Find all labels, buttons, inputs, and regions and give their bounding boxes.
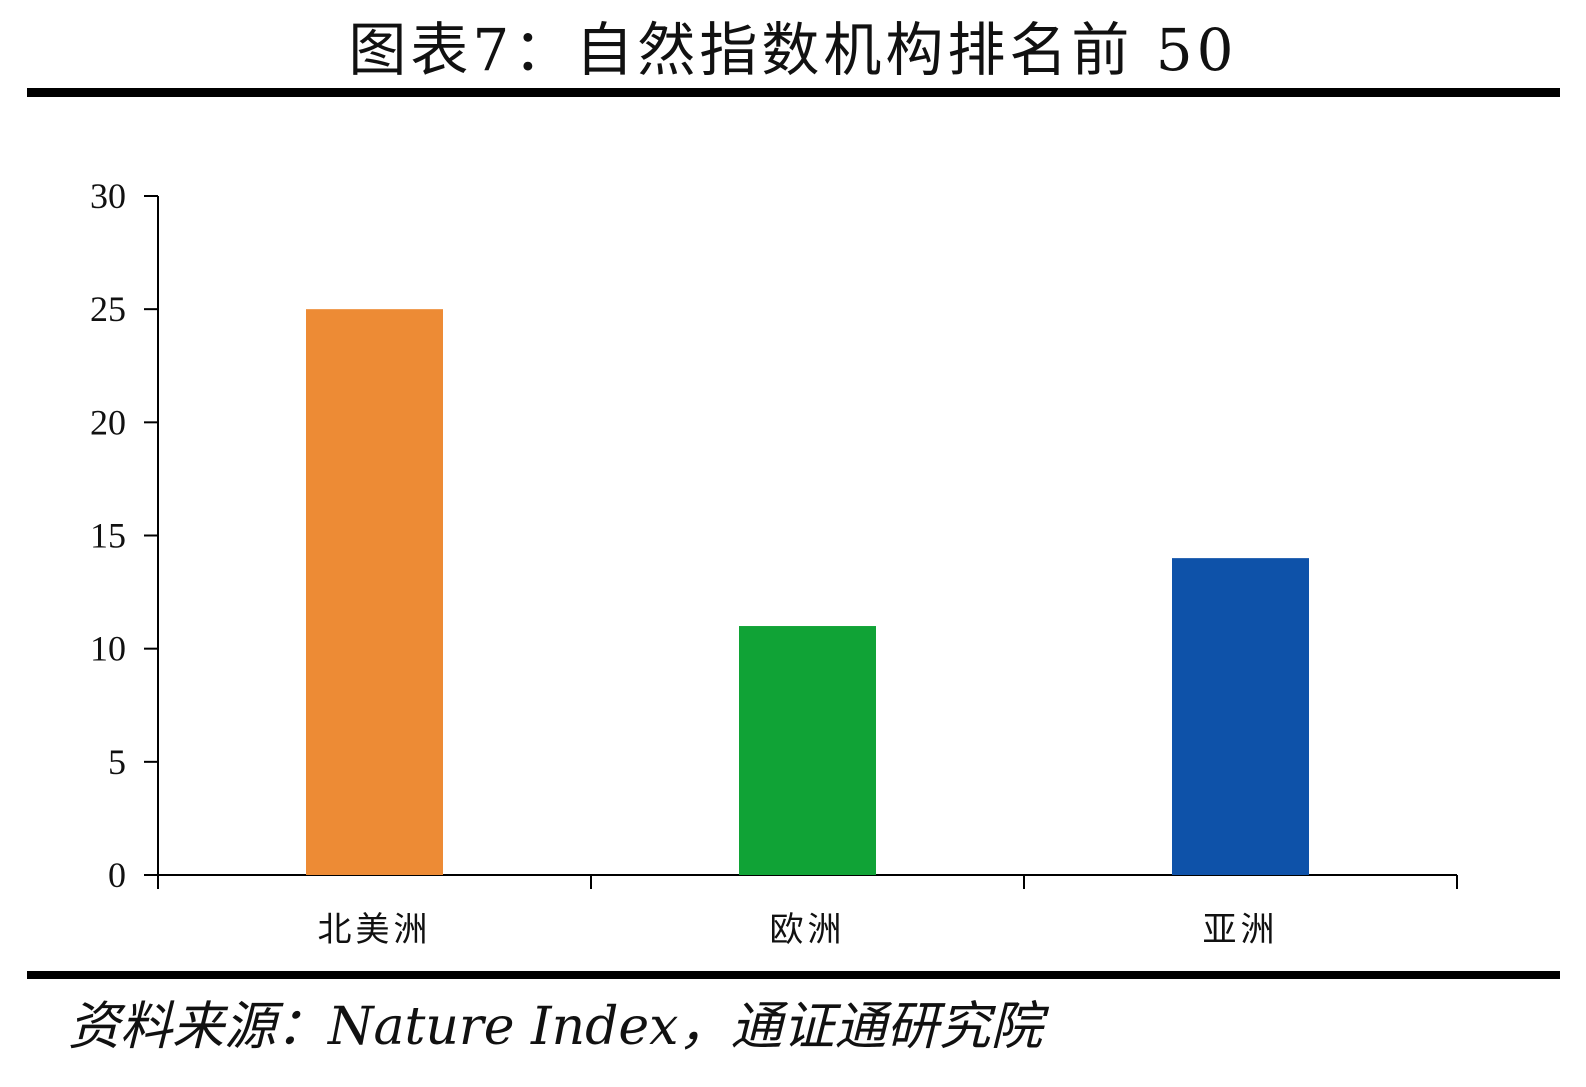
x-category-label: 北美洲 xyxy=(318,910,432,950)
y-tick-label: 5 xyxy=(108,742,126,782)
bar-2 xyxy=(739,626,876,875)
bottom-rule xyxy=(27,971,1560,979)
top-rule xyxy=(27,88,1560,97)
source-note: 资料来源：Nature Index，通证通研究院 xyxy=(68,997,1043,1057)
x-category-label: 欧洲 xyxy=(770,910,846,950)
y-tick-label: 20 xyxy=(90,402,126,442)
chart-labels: 0 5 10 15 20 25 30 北美洲 欧洲 亚洲 xyxy=(90,176,1279,950)
y-tick-label: 30 xyxy=(90,176,126,216)
bar-3 xyxy=(1172,558,1309,875)
y-tick-label: 10 xyxy=(90,629,126,669)
y-tick-label: 15 xyxy=(90,516,126,556)
y-tick-label: 0 xyxy=(108,855,126,895)
bar-1 xyxy=(306,309,443,876)
x-category-label: 亚洲 xyxy=(1203,910,1279,950)
chart-title: 图表7：自然指数机构排名前 50 xyxy=(348,16,1238,84)
y-tick-label: 25 xyxy=(90,289,126,329)
chart-bars xyxy=(306,309,1309,876)
